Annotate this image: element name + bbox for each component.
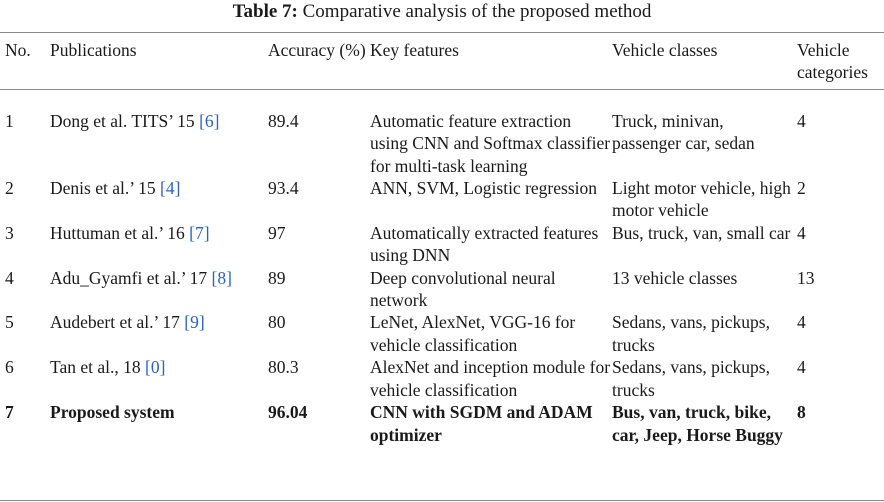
cell-vehicle-categories: 2 — [797, 178, 806, 199]
cell-no: 5 — [5, 312, 14, 333]
citation-link[interactable]: [6] — [199, 110, 220, 131]
publication-name: Tan et al., 18 — [50, 357, 141, 378]
cell-vehicle-categories: 8 — [797, 402, 806, 423]
cell-no: 2 — [5, 178, 14, 199]
cell-no: 3 — [5, 222, 14, 243]
publication-name: Denis et al.’ 15 — [50, 178, 156, 199]
cell-publication: Huttuman et al.’ 16 [7] — [50, 222, 268, 267]
cell-publication: Tan et al., 18 [0] — [50, 356, 268, 401]
header-no: No. — [5, 40, 31, 60]
cell-no: 7 — [5, 402, 14, 423]
table-row-proposed: 7 Proposed system 96.04 CNN with SGDM an… — [0, 401, 884, 446]
publication-name: Audebert et al.’ 17 — [50, 312, 180, 333]
cell-publication: Proposed system — [50, 401, 268, 446]
cell-publication: Dong et al. TITS’ 15 [6] — [50, 95, 268, 177]
citation-link[interactable]: [8] — [211, 267, 232, 288]
cell-vehicle-classes: 13 vehicle classes — [612, 267, 738, 288]
cell-accuracy: 80 — [268, 312, 286, 333]
comparison-table: No. Publications Accuracy (%) Key featur… — [0, 39, 884, 446]
caption-text: Comparative analysis of the proposed met… — [302, 1, 652, 22]
cell-vehicle-categories: 4 — [797, 357, 806, 378]
cell-accuracy: 89 — [268, 267, 286, 288]
cell-vehicle-classes: Sedans, vans, pickups, trucks — [612, 357, 770, 400]
top-rule — [0, 32, 884, 33]
cell-publication: Adu_Gyamfi et al.’ 17 [8] — [50, 267, 268, 312]
publication-name: Adu_Gyamfi et al.’ 17 — [50, 267, 208, 288]
header-key-features: Key features — [370, 40, 459, 60]
table-caption: Table 7: Comparative analysis of the pro… — [0, 0, 884, 24]
table-row: 3 Huttuman et al.’ 16 [7] 97 Automatical… — [0, 222, 884, 267]
publication-name: Proposed system — [50, 402, 175, 423]
citation-link[interactable]: [4] — [160, 178, 181, 199]
cell-key-features: AlexNet and inception module for vehicle… — [370, 357, 611, 400]
header-accuracy: Accuracy (%) — [268, 40, 366, 60]
cell-accuracy: 93.4 — [268, 178, 299, 199]
cell-key-features: Deep convolutional neural network — [370, 267, 556, 311]
header-rule — [0, 89, 884, 90]
cell-vehicle-categories: 13 — [797, 267, 815, 288]
bottom-rule — [0, 500, 884, 501]
publication-name: Dong et al. TITS’ 15 — [50, 110, 195, 131]
header-row: No. Publications Accuracy (%) Key featur… — [0, 39, 884, 95]
cell-publication: Denis et al.’ 15 [4] — [50, 177, 268, 222]
citation-link[interactable]: [7] — [189, 222, 210, 243]
cell-vehicle-categories: 4 — [797, 110, 806, 131]
citation-link[interactable]: [9] — [184, 312, 205, 333]
cell-key-features: Automatic feature extraction using CNN a… — [370, 110, 611, 176]
cell-key-features: CNN with SGDM and ADAM optimizer — [370, 402, 593, 445]
table-row: 6 Tan et al., 18 [0] 80.3 AlexNet and in… — [0, 356, 884, 401]
cell-no: 6 — [5, 357, 14, 378]
cell-vehicle-classes: Sedans, vans, pickups, trucks — [612, 312, 770, 355]
table-row: 4 Adu_Gyamfi et al.’ 17 [8] 89 Deep conv… — [0, 267, 884, 312]
cell-publication: Audebert et al.’ 17 [9] — [50, 311, 268, 356]
table-row: 2 Denis et al.’ 15 [4] 93.4 ANN, SVM, Lo… — [0, 177, 884, 222]
publication-name: Huttuman et al.’ 16 — [50, 222, 185, 243]
cell-vehicle-categories: 4 — [797, 312, 806, 333]
cell-no: 1 — [5, 110, 14, 131]
cell-key-features: Automatically extracted features using D… — [370, 222, 599, 266]
cell-vehicle-classes: Light motor vehicle, high motor vehicle — [612, 178, 791, 221]
cell-vehicle-classes: Bus, van, truck, bike, car, Jeep, Horse … — [612, 402, 783, 445]
cell-accuracy: 89.4 — [268, 110, 299, 131]
header-vehicle-classes: Vehicle classes — [612, 40, 718, 60]
cell-accuracy: 80.3 — [268, 357, 299, 378]
header-publications: Publications — [50, 40, 137, 60]
cell-no: 4 — [5, 267, 14, 288]
header-vehicle-categories: Vehicle categories — [797, 40, 868, 83]
cell-vehicle-classes: Bus, truck, van, small car — [612, 222, 791, 243]
cell-accuracy: 96.04 — [268, 402, 308, 423]
table-row: 1 Dong et al. TITS’ 15 [6] 89.4 Automati… — [0, 95, 884, 177]
cell-accuracy: 97 — [268, 222, 286, 243]
caption-label: Table 7: — [232, 1, 298, 22]
cell-key-features: ANN, SVM, Logistic regression — [370, 178, 597, 199]
cell-vehicle-classes: Truck, minivan, passenger car, sedan — [612, 110, 755, 154]
cell-vehicle-categories: 4 — [797, 222, 806, 243]
table-row: 5 Audebert et al.’ 17 [9] 80 LeNet, Alex… — [0, 311, 884, 356]
citation-link[interactable]: [0] — [145, 357, 166, 378]
cell-key-features: LeNet, AlexNet, VGG-16 for vehicle class… — [370, 312, 576, 355]
